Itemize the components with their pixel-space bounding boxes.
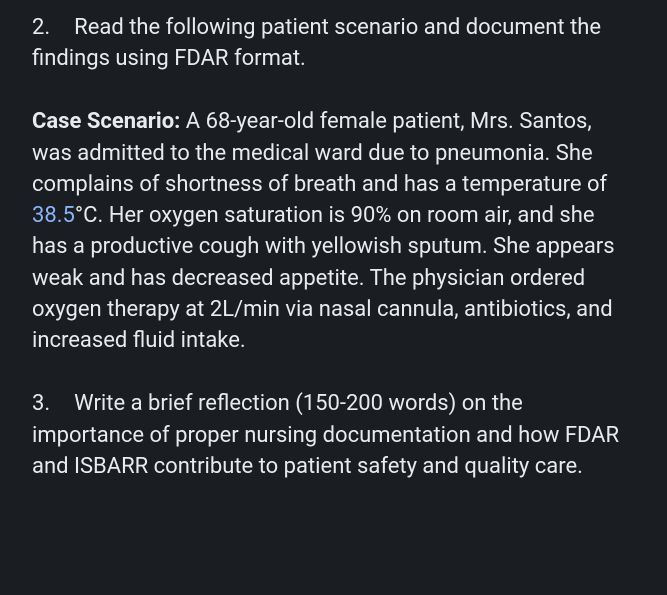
case-scenario-block: Case Scenario: A 68-year-old female pati…	[32, 106, 635, 356]
question-2-number: 2.	[32, 15, 50, 40]
question-2-block: 2.Read the following patient scenario an…	[32, 12, 635, 74]
question-3-block: 3.Write a brief reflection (150-200 word…	[32, 388, 635, 482]
question-2-text: 2.Read the following patient scenario an…	[32, 12, 635, 74]
case-scenario-paragraph: Case Scenario: A 68-year-old female pati…	[32, 106, 635, 356]
question-2-instruction: Read the following patient scenario and …	[32, 15, 601, 71]
question-3-number: 3.	[32, 391, 50, 416]
question-3-text: 3.Write a brief reflection (150-200 word…	[32, 388, 635, 482]
temperature-value: 38.5	[32, 203, 75, 228]
case-scenario-label: Case Scenario:	[32, 109, 180, 134]
case-text-after-temp: °C. Her oxygen saturation is 90% on room…	[32, 203, 615, 353]
question-3-instruction: Write a brief reflection (150-200 words)…	[32, 391, 619, 478]
